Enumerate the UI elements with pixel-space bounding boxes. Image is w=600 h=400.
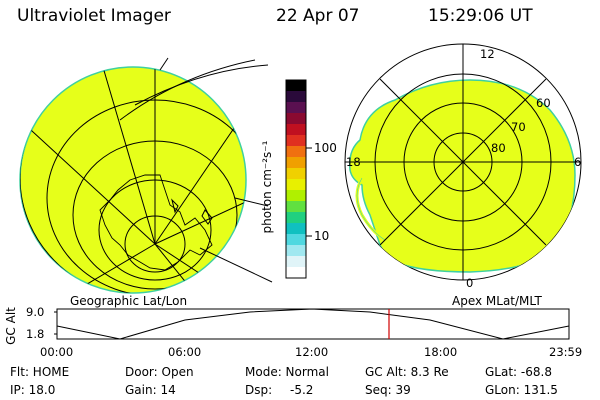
altitude-tick-9: 9.0 — [26, 305, 45, 319]
door-status: Door: Open — [125, 365, 194, 379]
mlat-label-60: 60 — [536, 96, 551, 110]
colorbar-segment — [286, 190, 306, 202]
altitude-tick-1-8: 1.8 — [26, 327, 45, 341]
gc-altitude: GC Alt: 8.3 Re — [365, 365, 449, 379]
colorbar-segment — [286, 179, 306, 191]
colorbar-segment — [286, 135, 306, 147]
colorbar-segment — [286, 157, 306, 169]
colorbar-segment — [286, 201, 306, 213]
geographic-map-caption: Geographic Lat/Lon — [70, 294, 188, 308]
instrument-title: Ultraviolet Imager — [17, 6, 171, 26]
geographic-grid — [20, 67, 246, 293]
time-tick-2359: 23:59 — [549, 345, 583, 359]
mode-status: Mode: Normal — [245, 365, 329, 379]
colorbar-segment — [286, 80, 306, 92]
time-tick-1200: 12:00 — [295, 345, 329, 359]
colorbar-segment — [286, 234, 306, 246]
colorbar-segment — [286, 256, 306, 268]
gain-value: Gain: 14 — [125, 383, 176, 397]
colorbar-segment — [286, 223, 306, 235]
mlt-label-12: 12 — [480, 47, 495, 61]
colorbar-segment — [286, 91, 306, 103]
time-tick-1800: 18:00 — [424, 345, 458, 359]
colorbar-segment — [286, 267, 306, 279]
colorbar-tick-10: 10 — [314, 229, 330, 243]
colorbar-segment — [286, 113, 306, 125]
observation-date: 22 Apr 07 — [276, 6, 360, 26]
ip-value: IP: 18.0 — [10, 383, 56, 397]
colorbar-segment — [286, 245, 306, 257]
flight-status: Flt: HOME — [10, 365, 70, 379]
colorbar-segment — [286, 146, 306, 158]
dsp-label: Dsp: — [245, 383, 273, 397]
mlt-label-6: 6 — [574, 155, 582, 169]
orbit-tracks — [119, 57, 273, 283]
altitude-ylabel: GC Alt — [4, 307, 18, 345]
altitude-curve — [56, 308, 570, 340]
colorbar-tick-100: 100 — [314, 141, 337, 155]
magnetic-aurora-region — [348, 79, 576, 273]
geographic-longitude: GLon: 131.5 — [485, 383, 558, 397]
magnetic-grid — [345, 44, 581, 280]
geographic-latitude: GLat: -68.8 — [485, 365, 552, 379]
dsp-value: -5.2 — [290, 383, 314, 397]
mlat-label-80: 80 — [491, 141, 506, 155]
observation-time: 15:29:06 UT — [428, 6, 533, 26]
time-tick-0600: 06:00 — [168, 345, 202, 359]
colorbar-segment — [286, 124, 306, 136]
magnetic-map-caption: Apex MLat/MLT — [452, 294, 542, 308]
mlt-label-0: 0 — [466, 276, 474, 290]
colorbar-segment — [286, 212, 306, 224]
time-tick-0000: 00:00 — [40, 345, 74, 359]
sequence-number: Seq: 39 — [365, 383, 411, 397]
mlat-label-70: 70 — [511, 120, 526, 134]
colorbar-segment — [286, 168, 306, 180]
mlt-label-18: 18 — [346, 155, 361, 169]
colorbar-segment — [286, 102, 306, 114]
